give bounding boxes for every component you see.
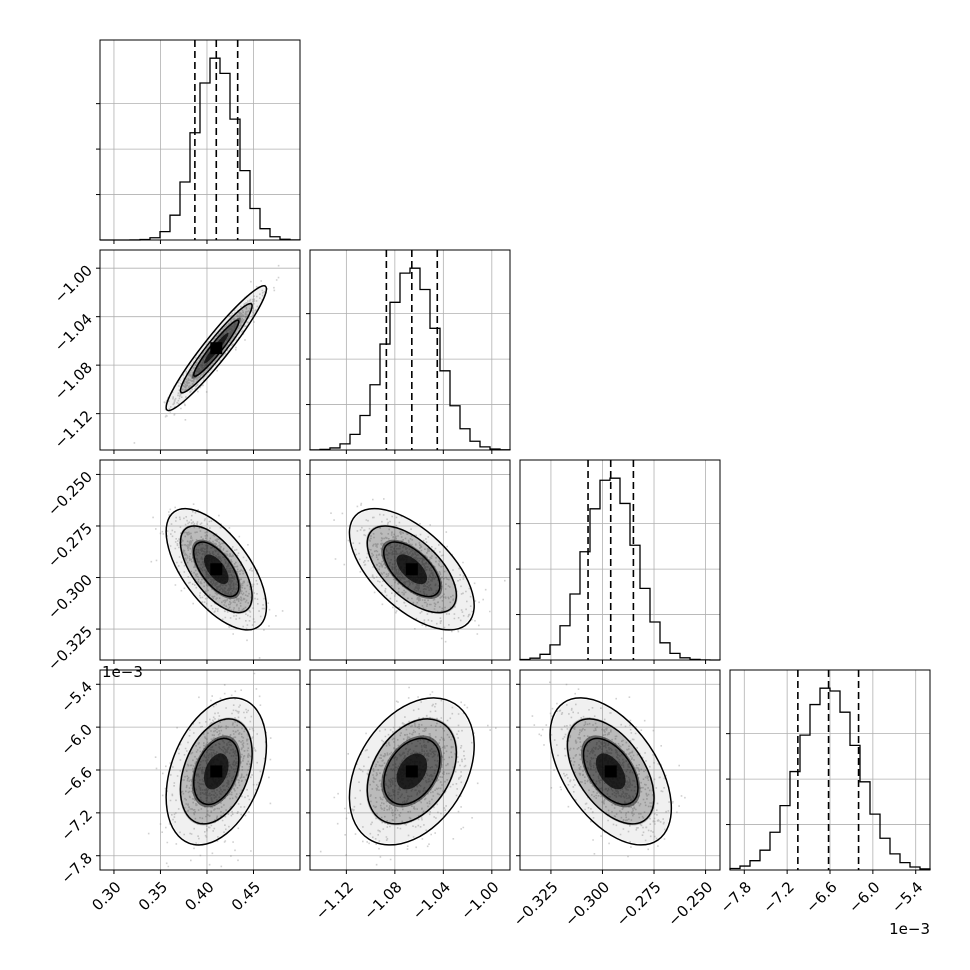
contour-line-1 bbox=[566, 718, 655, 825]
x-tick-label: −1.08 bbox=[360, 878, 405, 923]
scatter-panel-3-2 bbox=[516, 669, 721, 874]
panel-plot-area bbox=[100, 670, 300, 870]
panel-frame bbox=[519, 669, 721, 871]
panel-frame bbox=[309, 669, 511, 871]
y-tick-label: −0.300 bbox=[44, 571, 96, 623]
density-peak bbox=[405, 765, 418, 778]
panel-plot-area bbox=[520, 670, 720, 870]
contour-line-1 bbox=[179, 718, 253, 825]
x-tick-label: 0.30 bbox=[88, 878, 124, 914]
contour-line-1 bbox=[366, 718, 458, 825]
contour-line-0 bbox=[165, 697, 268, 846]
panel-frame bbox=[99, 39, 301, 241]
contour-line-1 bbox=[366, 525, 458, 614]
y-tick-label: −7.8 bbox=[58, 849, 96, 887]
contour-line-0 bbox=[348, 507, 475, 631]
scatter-panel-2-1 bbox=[306, 459, 511, 664]
panel-plot-area bbox=[100, 460, 300, 660]
contour-line-2 bbox=[383, 737, 441, 806]
histogram-bars-2 bbox=[519, 477, 721, 661]
scatter-panel-3-1 bbox=[306, 669, 511, 874]
contour-line-2 bbox=[383, 541, 441, 598]
density-peak bbox=[210, 563, 223, 576]
x-tick-label: 0.40 bbox=[181, 878, 217, 914]
panel-plot-area bbox=[310, 670, 510, 870]
contour-line-1 bbox=[179, 302, 253, 394]
histogram-panel-1 bbox=[306, 249, 511, 454]
contour-line-0 bbox=[348, 697, 475, 846]
density-peak bbox=[210, 765, 223, 778]
y-tick-label: −1.12 bbox=[51, 407, 96, 452]
contour-line-2 bbox=[193, 541, 240, 598]
y-tick-label: −1.08 bbox=[51, 358, 96, 403]
sample-points bbox=[147, 672, 272, 868]
y-tick-label: −7.2 bbox=[58, 806, 96, 844]
scatter-panel-2-0 bbox=[96, 459, 301, 664]
x-tick-label: −0.250 bbox=[664, 878, 716, 930]
panel-frame bbox=[309, 249, 511, 451]
histogram-bars-1 bbox=[309, 267, 511, 451]
x-tick-label: −0.325 bbox=[510, 878, 562, 930]
x-tick-label: −1.04 bbox=[409, 878, 454, 923]
y-tick-label: −6.0 bbox=[58, 720, 96, 758]
scatter-panel-3-0 bbox=[96, 669, 301, 874]
panel-frame bbox=[99, 459, 301, 661]
contour-line-2 bbox=[582, 737, 639, 806]
y-tick-label: −0.275 bbox=[44, 519, 96, 571]
panel-frame bbox=[519, 459, 721, 661]
x-tick-label: −6.0 bbox=[845, 878, 883, 916]
x-tick-label: −7.8 bbox=[717, 878, 755, 916]
x-tick-label: −1.00 bbox=[457, 878, 502, 923]
x-offset-label: 1e−3 bbox=[889, 920, 930, 938]
panel-frame bbox=[309, 459, 511, 661]
y-tick-label: −0.325 bbox=[44, 622, 96, 674]
x-tick-label: 0.35 bbox=[135, 878, 171, 914]
density-peak bbox=[210, 342, 223, 355]
x-tick-label: −7.2 bbox=[759, 878, 797, 916]
density-peak bbox=[405, 563, 418, 576]
panel-plot-area bbox=[310, 460, 510, 660]
contour-line-2 bbox=[193, 737, 240, 806]
contour-line-1 bbox=[179, 525, 253, 614]
x-tick-label: 0.45 bbox=[228, 878, 264, 914]
scatter-panel-1-0 bbox=[96, 249, 301, 454]
x-tick-label: −1.12 bbox=[312, 878, 357, 923]
y-tick-label: −1.04 bbox=[51, 310, 96, 355]
y-tick-label: −5.4 bbox=[58, 678, 96, 716]
panel-frame bbox=[99, 669, 301, 871]
x-tick-label: −0.275 bbox=[613, 878, 665, 930]
y-offset-label: 1e−3 bbox=[102, 663, 143, 681]
x-tick-label: −5.4 bbox=[888, 878, 926, 916]
panel-frame bbox=[729, 669, 931, 871]
sample-points bbox=[150, 503, 284, 659]
sample-points bbox=[133, 264, 280, 444]
x-tick-label: −6.6 bbox=[802, 878, 840, 916]
y-tick-label: −0.250 bbox=[44, 468, 96, 520]
histogram-panel-2 bbox=[516, 459, 721, 664]
panel-plot-area bbox=[100, 250, 300, 450]
histogram-bars-3 bbox=[729, 687, 931, 870]
contour-line-0 bbox=[165, 285, 268, 412]
density-peak bbox=[604, 765, 617, 778]
contour-line-0 bbox=[549, 697, 673, 846]
histogram-panel-0 bbox=[96, 39, 301, 244]
histogram-panel-3 bbox=[726, 669, 931, 874]
panel-frame bbox=[99, 249, 301, 451]
x-tick-label: −0.300 bbox=[561, 878, 613, 930]
y-tick-label: −1.00 bbox=[51, 261, 96, 306]
contour-line-0 bbox=[165, 507, 268, 631]
y-tick-label: −6.6 bbox=[58, 763, 96, 801]
